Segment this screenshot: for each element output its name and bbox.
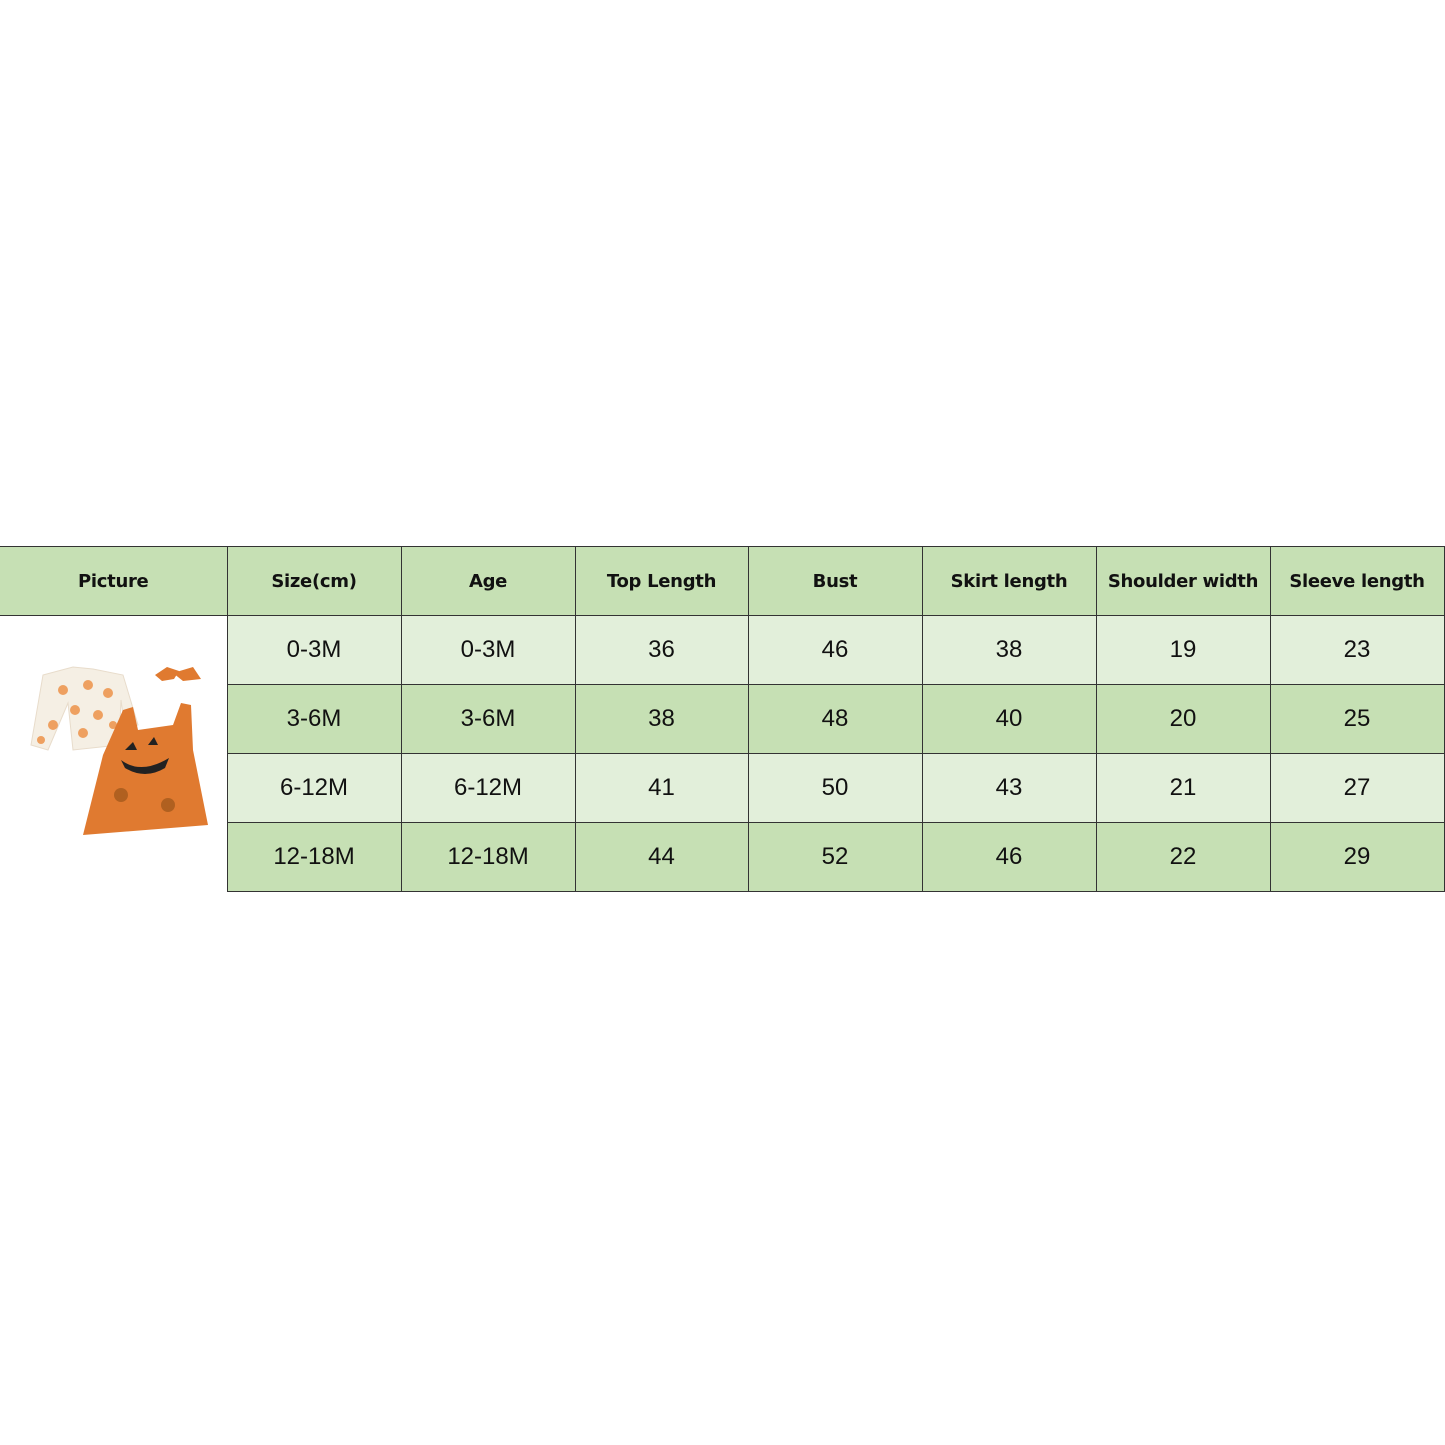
cell-size: 3-6M — [226, 684, 402, 754]
cell-shoulder-width: 21 — [1095, 753, 1271, 823]
cell-sleeve-length: 27 — [1269, 753, 1445, 823]
cell-skirt-length: 43 — [921, 753, 1097, 823]
header-shoulder-width: Shoulder width — [1095, 546, 1271, 616]
cell-top-length: 38 — [574, 684, 749, 754]
cell-age: 0-3M — [400, 615, 576, 685]
cell-sleeve-length: 29 — [1269, 822, 1445, 892]
header-age: Age — [400, 546, 576, 616]
table-row: 12-18M 12-18M 44 52 46 22 29 — [0, 822, 1445, 892]
cell-shoulder-width: 19 — [1095, 615, 1271, 685]
cell-bust: 48 — [747, 684, 923, 754]
header-skirt-length: Skirt length — [921, 546, 1097, 616]
cell-skirt-length: 38 — [921, 615, 1097, 685]
cell-size: 0-3M — [226, 615, 402, 685]
header-top-length: Top Length — [574, 546, 749, 616]
product-picture — [0, 615, 228, 892]
size-chart-table: Picture Size(cm) Age Top Length Bust Ski… — [0, 546, 1445, 892]
cell-top-length: 41 — [574, 753, 749, 823]
cell-shoulder-width: 20 — [1095, 684, 1271, 754]
cell-size: 12-18M — [226, 822, 402, 892]
cell-size: 6-12M — [226, 753, 402, 823]
cell-bust: 52 — [747, 822, 923, 892]
cell-age: 12-18M — [400, 822, 576, 892]
cell-bust: 50 — [747, 753, 923, 823]
cell-sleeve-length: 25 — [1269, 684, 1445, 754]
cell-shoulder-width: 22 — [1095, 822, 1271, 892]
cell-age: 6-12M — [400, 753, 576, 823]
header-picture: Picture — [0, 546, 228, 616]
header-row: Picture Size(cm) Age Top Length Bust Ski… — [0, 546, 1445, 616]
table-row: 0-3M 0-3M 36 46 38 19 23 — [0, 615, 1445, 892]
cell-bust: 46 — [747, 615, 923, 685]
cell-top-length: 36 — [574, 615, 749, 685]
cell-skirt-length: 46 — [921, 822, 1097, 892]
cell-age: 3-6M — [400, 684, 576, 754]
header-bust: Bust — [747, 546, 923, 616]
outfit-image — [30, 666, 209, 836]
cell-skirt-length: 40 — [921, 684, 1097, 754]
table-row: 3-6M 3-6M 38 48 40 20 25 — [0, 684, 1445, 754]
header-size: Size(cm) — [226, 546, 402, 616]
header-sleeve-length: Sleeve length — [1269, 546, 1445, 616]
cell-sleeve-length: 23 — [1269, 615, 1445, 685]
cell-top-length: 44 — [574, 822, 749, 892]
